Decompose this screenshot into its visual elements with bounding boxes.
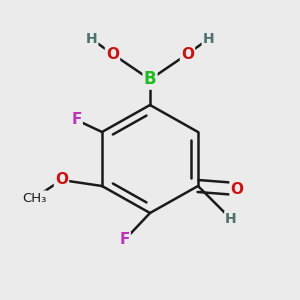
Text: H: H [203, 32, 214, 46]
Text: B: B [144, 70, 156, 88]
Text: O: O [106, 46, 119, 62]
Text: H: H [86, 32, 97, 46]
Text: F: F [71, 112, 82, 128]
Text: O: O [55, 172, 68, 188]
Text: O: O [181, 46, 194, 62]
Text: H: H [225, 212, 237, 226]
Text: CH₃: CH₃ [22, 191, 47, 205]
Text: O: O [230, 182, 244, 196]
Text: F: F [119, 232, 130, 247]
